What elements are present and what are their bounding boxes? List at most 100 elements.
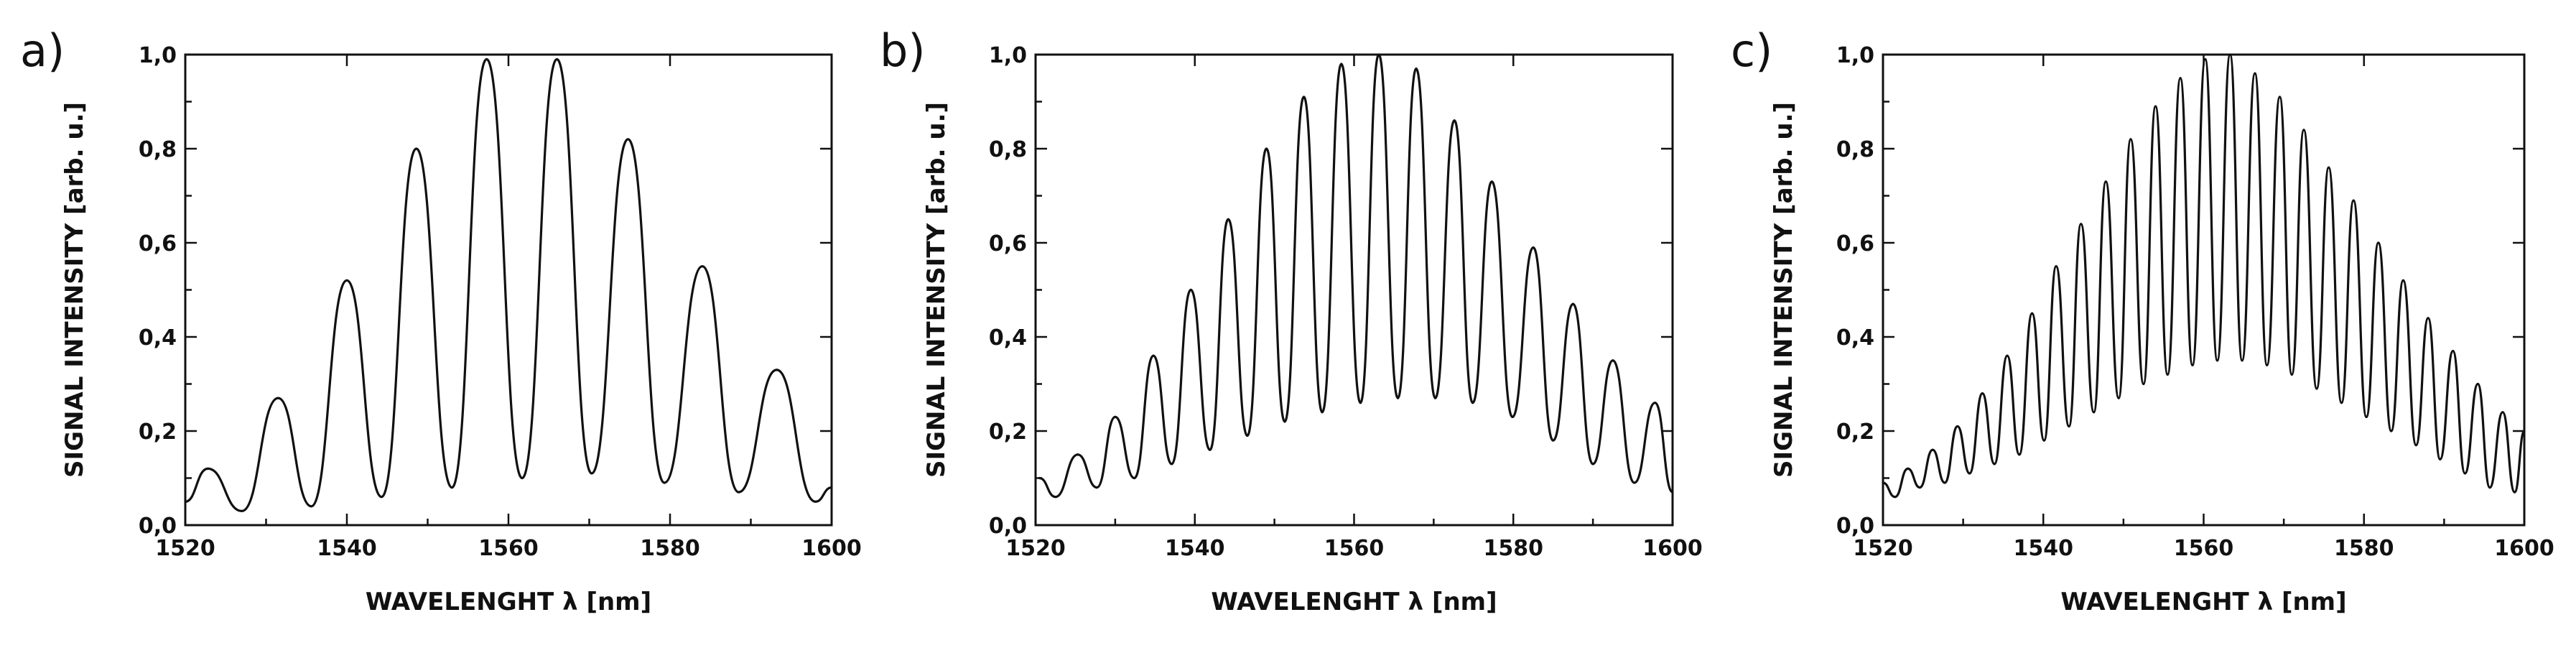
fringe-peak-point: [2006, 354, 2009, 357]
fringe-valley-point: [2166, 373, 2169, 376]
fringe-peak-point: [2154, 105, 2157, 108]
fringe-valley-point: [2414, 444, 2417, 447]
fringe-valley-point: [2018, 453, 2021, 456]
fringe-peak-point: [555, 57, 559, 61]
fringe-peak-point: [775, 369, 778, 371]
fringe-peak-point: [1612, 359, 1614, 362]
fringe-peak-point: [1981, 392, 1984, 395]
fringe-valley-point: [2117, 397, 2120, 399]
fringe-peak-point: [1654, 402, 1657, 404]
fringe-peak-point: [1415, 68, 1418, 70]
fringe-peak-point: [206, 467, 210, 471]
y-tick-label: 0,0: [989, 514, 1027, 539]
x-tick-label: 1520: [1005, 536, 1066, 561]
plot-frame: [1034, 53, 1674, 527]
x-tick-label: 1560: [478, 536, 539, 561]
y-tick-label: 0,4: [989, 325, 1027, 351]
fringe-peak-point: [2254, 72, 2256, 75]
y-tick-label: 0,8: [989, 137, 1027, 162]
y-tick-label: 0,6: [1836, 231, 1874, 256]
chart-panel: a) 1520 1540 1560 1580 1600 0,0 0,2 0,4 0,6 0,8 1,0…: [20, 24, 862, 616]
fringe-peak-point: [2080, 223, 2083, 226]
fringe-valley-point: [1396, 397, 1400, 399]
plot-frame: [1882, 53, 2526, 527]
fringe-valley-point: [2042, 439, 2045, 442]
fringe-peak-point: [2031, 312, 2034, 315]
panel-label: a): [20, 24, 65, 77]
fringe-peak-point: [2452, 350, 2455, 353]
y-tick-label: 0,4: [1836, 325, 1874, 351]
fringe-valley-point: [1359, 402, 1362, 404]
fringe-peak-point: [2328, 166, 2330, 169]
fringe-peak-point: [415, 147, 418, 150]
fringe-valley-point: [1943, 481, 1946, 484]
fringe-peak-point: [2401, 279, 2405, 282]
x-tick-label: 1600: [1642, 536, 1703, 561]
x-tick-label: 1560: [2174, 536, 2234, 561]
fringe-valley-point: [1283, 420, 1286, 423]
fringe-peak-point: [2427, 317, 2429, 320]
fringe-peak-point: [2104, 180, 2107, 183]
y-tick-label: 0,2: [989, 420, 1027, 445]
y-tick-label: 0,6: [139, 231, 177, 256]
fringe-valley-point: [2390, 430, 2393, 432]
series-line: [1882, 53, 2526, 499]
fringe-peak-point: [1227, 218, 1229, 221]
fringe-peak-point: [1077, 453, 1079, 456]
y-tick-label: 0,8: [139, 137, 177, 162]
fringe-valley-point: [2439, 458, 2442, 460]
fringe-peak-point: [2476, 382, 2479, 386]
fringe-peak-point: [1532, 246, 1535, 249]
fringe-peak-point: [1453, 119, 1456, 122]
y-tick-label: 0,0: [139, 514, 177, 539]
x-tick-label: 1540: [317, 536, 377, 561]
panel-label: c): [1731, 24, 1772, 77]
fringe-peak-point: [1490, 180, 1493, 183]
y-tick-label: 1,0: [1836, 43, 1874, 68]
x-tick-label: 1580: [2334, 536, 2394, 561]
fringe-valley-point: [1894, 496, 1897, 499]
fringe-peak-point: [2179, 77, 2182, 80]
fringe-peak-point: [2129, 138, 2132, 141]
y-tick-label: 0,2: [139, 420, 177, 445]
fringe-valley-point: [2215, 359, 2219, 362]
y-tick-label: 0,2: [1836, 420, 1874, 445]
fringe-valley-point: [1209, 448, 1212, 451]
fringe-peak-point: [485, 57, 488, 61]
fringe-valley-point: [380, 496, 383, 499]
x-tick-label: 1600: [801, 536, 862, 561]
plot-frame: [184, 53, 833, 527]
fringe-valley-point: [2068, 425, 2070, 428]
fringe-valley-point: [2365, 415, 2368, 418]
series-line: [185, 57, 832, 512]
x-tick-label: 1520: [155, 536, 215, 561]
fringe-valley-point: [2514, 491, 2516, 494]
x-tick-label: 1580: [1484, 536, 1544, 561]
fringe-valley-point: [310, 505, 313, 508]
x-tick-label: 1600: [2494, 536, 2554, 561]
fringe-peak-point: [2055, 265, 2057, 268]
x-axis-label: WAVELENGHT λ [nm]: [2060, 588, 2346, 616]
fringe-peak-point: [1907, 467, 1910, 471]
y-axis-label: SIGNAL INTENSITY [arb. u.]: [1770, 102, 1798, 478]
fringe-peak-point: [1340, 62, 1343, 65]
fringe-peak-point: [1265, 147, 1268, 150]
fringe-valley-point: [2241, 359, 2243, 362]
panel-label: b): [880, 24, 926, 77]
fringe-valley-point: [2488, 486, 2491, 489]
fringe-peak-point: [2352, 199, 2355, 202]
fringe-peak-point: [345, 279, 348, 282]
fringe-peak-point: [1931, 448, 1934, 451]
fringe-peak-point: [1956, 425, 1959, 428]
fringe-valley-point: [814, 500, 817, 503]
y-tick-label: 0,8: [1836, 137, 1874, 162]
fringe-peak-point: [2204, 57, 2207, 61]
y-axis-label: SIGNAL INTENSITY [arb. u.]: [60, 102, 89, 478]
fringe-valley-point: [1433, 397, 1437, 399]
fringe-valley-point: [2266, 363, 2269, 366]
fringe-peak-point: [276, 397, 279, 399]
fringe-valley-point: [1170, 463, 1173, 466]
fringe-valley-point: [2463, 472, 2466, 475]
fringe-peak-point: [1571, 302, 1575, 305]
x-tick-label: 1520: [1853, 536, 1913, 561]
